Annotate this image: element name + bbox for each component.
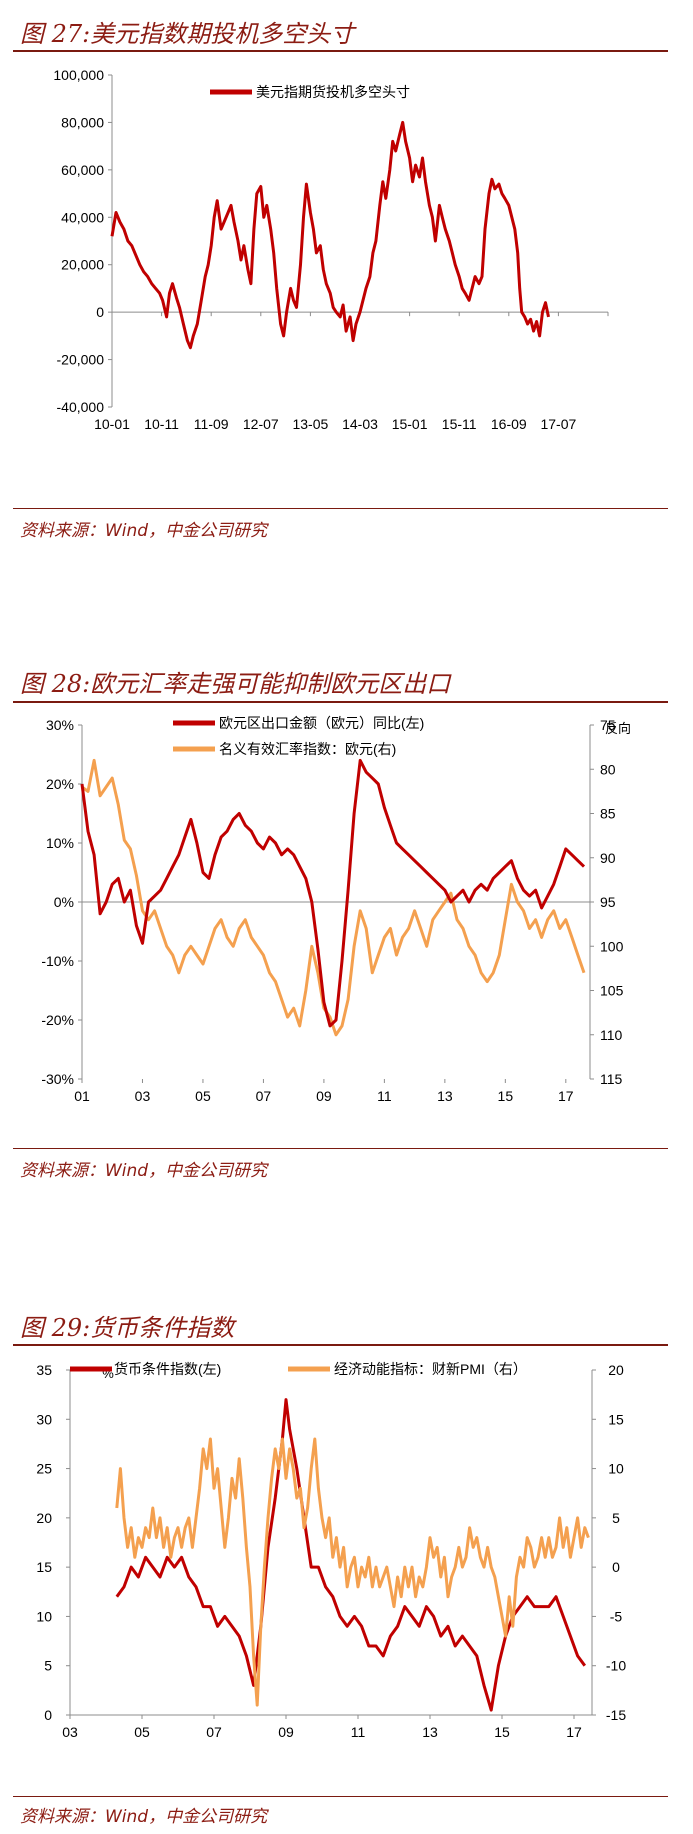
legend-label: 经济动能指标：财新PMI（右） (334, 1361, 527, 1377)
right-tick-label: 85 (600, 806, 616, 822)
left-tick-label: 15 (36, 1559, 52, 1575)
x-tick-label: 10-01 (94, 416, 130, 432)
right-tick-label: 75 (600, 717, 616, 733)
x-tick-label: 17-07 (540, 416, 576, 432)
x-tick-label: 05 (195, 1088, 211, 1104)
left-tick-label: 20 (36, 1510, 52, 1526)
y-tick-label: 0 (96, 304, 104, 320)
figure-title: 图 29:货币条件指数 (20, 1314, 235, 1342)
series-line-euro-neer (81, 758, 586, 1037)
right-tick-label: -15 (606, 1707, 626, 1723)
series-line-dollar-positions (110, 120, 550, 350)
right-tick-label: 115 (600, 1071, 623, 1087)
left-tick-label: 5 (44, 1658, 52, 1674)
source-note: 资料来源：Wind，中金公司研究 (20, 1807, 268, 1827)
right-tick-label: 0 (612, 1559, 620, 1575)
x-tick-label: 17 (558, 1088, 574, 1104)
source-rule (13, 508, 668, 509)
x-tick-label: 03 (135, 1088, 151, 1104)
series-line-mci (115, 1398, 587, 1712)
left-tick-label: 10% (46, 835, 74, 851)
y-tick-label: 100,000 (53, 67, 104, 83)
chart-27: 100,000 80,000 60,000 40,000 20,000 0 -20,000 -… (53, 67, 609, 432)
x-tick-label: 07 (256, 1088, 272, 1104)
right-tick-label: 105 (600, 983, 624, 999)
right-tick-label: 95 (600, 894, 616, 910)
y-tick-label: -20,000 (57, 352, 105, 368)
right-tick-label: 80 (600, 761, 616, 777)
legend-label: 名义有效汇率指数：欧元(右) (219, 741, 396, 757)
right-tick-label: 10 (608, 1461, 624, 1477)
source-note: 资料来源：Wind，中金公司研究 (20, 1161, 268, 1181)
title-rule (13, 701, 668, 703)
x-tick-label: 09 (278, 1724, 294, 1740)
x-tick-label: 11 (351, 1724, 366, 1740)
left-tick-label: 30 (36, 1411, 52, 1427)
left-tick-label: 20% (46, 776, 74, 792)
left-tick-label: 25 (36, 1461, 52, 1477)
right-tick-label: 110 (600, 1027, 623, 1043)
right-tick-label: 100 (600, 938, 624, 954)
right-tick-label: 5 (612, 1510, 620, 1526)
x-tick-label: 15 (494, 1724, 510, 1740)
x-tick-label: 15-11 (442, 416, 477, 432)
y-tick-label: -40,000 (57, 399, 105, 415)
legend-label: 货币条件指数(左) (114, 1361, 221, 1377)
source-rule (13, 1796, 668, 1797)
left-tick-label: 30% (46, 717, 74, 733)
title-rule (13, 1344, 668, 1346)
right-axis-note: 反向 (605, 721, 631, 736)
series-line-caixin-pmi (115, 1437, 590, 1707)
right-tick-label: 15 (608, 1411, 624, 1427)
x-tick-label: 13-05 (292, 416, 328, 432)
x-tick-label: 05 (134, 1724, 150, 1740)
x-tick-label: 07 (206, 1724, 222, 1740)
x-tick-label: 16-09 (491, 416, 527, 432)
right-tick-label: 90 (600, 850, 616, 866)
source-note: 资料来源：Wind，中金公司研究 (20, 521, 268, 541)
title-rule (13, 50, 668, 52)
y-tick-label: 60,000 (61, 162, 104, 178)
y-tick-label: 40,000 (61, 209, 104, 225)
series-line-eurozone-exports (80, 758, 586, 1028)
left-tick-label: 0% (54, 894, 74, 910)
left-tick-label: 10 (36, 1608, 52, 1624)
left-tick-label: -30% (41, 1071, 74, 1087)
x-tick-label: 17 (566, 1724, 582, 1740)
source-rule (13, 1148, 668, 1149)
chart-28: 30% 20% 10% 0% -10% -20% -30% 75 80 85 90 95 100 105 1… (41, 715, 631, 1104)
x-tick-label: 14-03 (342, 416, 378, 432)
left-tick-label: -20% (41, 1012, 74, 1028)
figure-title: 图 27:美元指数期投机多空头寸 (20, 20, 355, 48)
y-tick-label: 80,000 (61, 114, 104, 130)
legend-label: 欧元区出口金额（欧元）同比(左) (219, 715, 424, 731)
x-tick-label: 10-11 (144, 416, 179, 432)
figure-title: 图 28:欧元汇率走强可能抑制欧元区出口 (20, 670, 451, 698)
x-tick-label: 01 (74, 1088, 90, 1104)
x-tick-label: 11-09 (194, 416, 229, 432)
left-tick-label: 0 (44, 1707, 52, 1723)
right-tick-label: -5 (610, 1608, 623, 1624)
left-tick-label: 35 (36, 1362, 52, 1378)
right-tick-label: -10 (606, 1658, 626, 1674)
x-tick-label: 15 (498, 1088, 514, 1104)
x-tick-label: 13 (422, 1724, 438, 1740)
x-tick-label: 09 (316, 1088, 332, 1104)
x-tick-label: 03 (62, 1724, 78, 1740)
y-tick-label: 20,000 (61, 257, 104, 273)
x-tick-label: 15-01 (392, 416, 428, 432)
left-tick-label: -10% (41, 953, 74, 969)
x-tick-label: 11 (377, 1088, 392, 1104)
right-tick-label: 20 (608, 1362, 624, 1378)
x-tick-label: 13 (437, 1088, 453, 1104)
legend-label: 美元指期货投机多空头寸 (256, 84, 410, 100)
x-tick-label: 12-07 (243, 416, 279, 432)
